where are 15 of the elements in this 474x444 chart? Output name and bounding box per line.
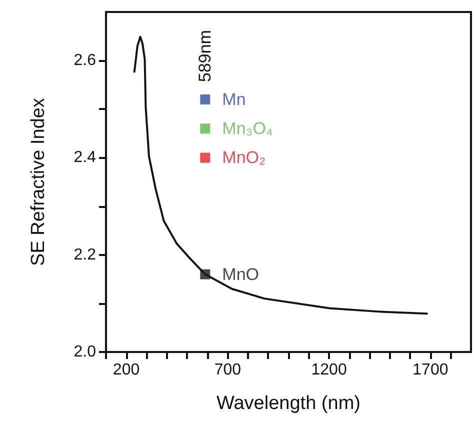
x-axis-title: Wavelength (nm) — [216, 393, 360, 414]
annotation: 589nm — [196, 30, 214, 82]
x-tick-label: 1700 — [412, 362, 448, 378]
series-label: MnO₂ — [222, 148, 266, 168]
x-tick-label: 700 — [214, 362, 242, 378]
y-tick-label: 2.0 — [74, 344, 96, 360]
series-label: Mn — [222, 90, 246, 109]
y-axis-title: SE Refractive Index — [28, 98, 49, 266]
x-tick-label: 200 — [112, 362, 140, 378]
y-tick-label: 2.2 — [74, 246, 96, 264]
series-label: Mn₃O₄ — [222, 119, 273, 138]
series-label: MnO — [222, 264, 259, 284]
y-tick-label: 2.4 — [74, 149, 96, 166]
y-tick-label: 2.6 — [74, 52, 96, 70]
x-tick-label: 1200 — [311, 362, 347, 378]
